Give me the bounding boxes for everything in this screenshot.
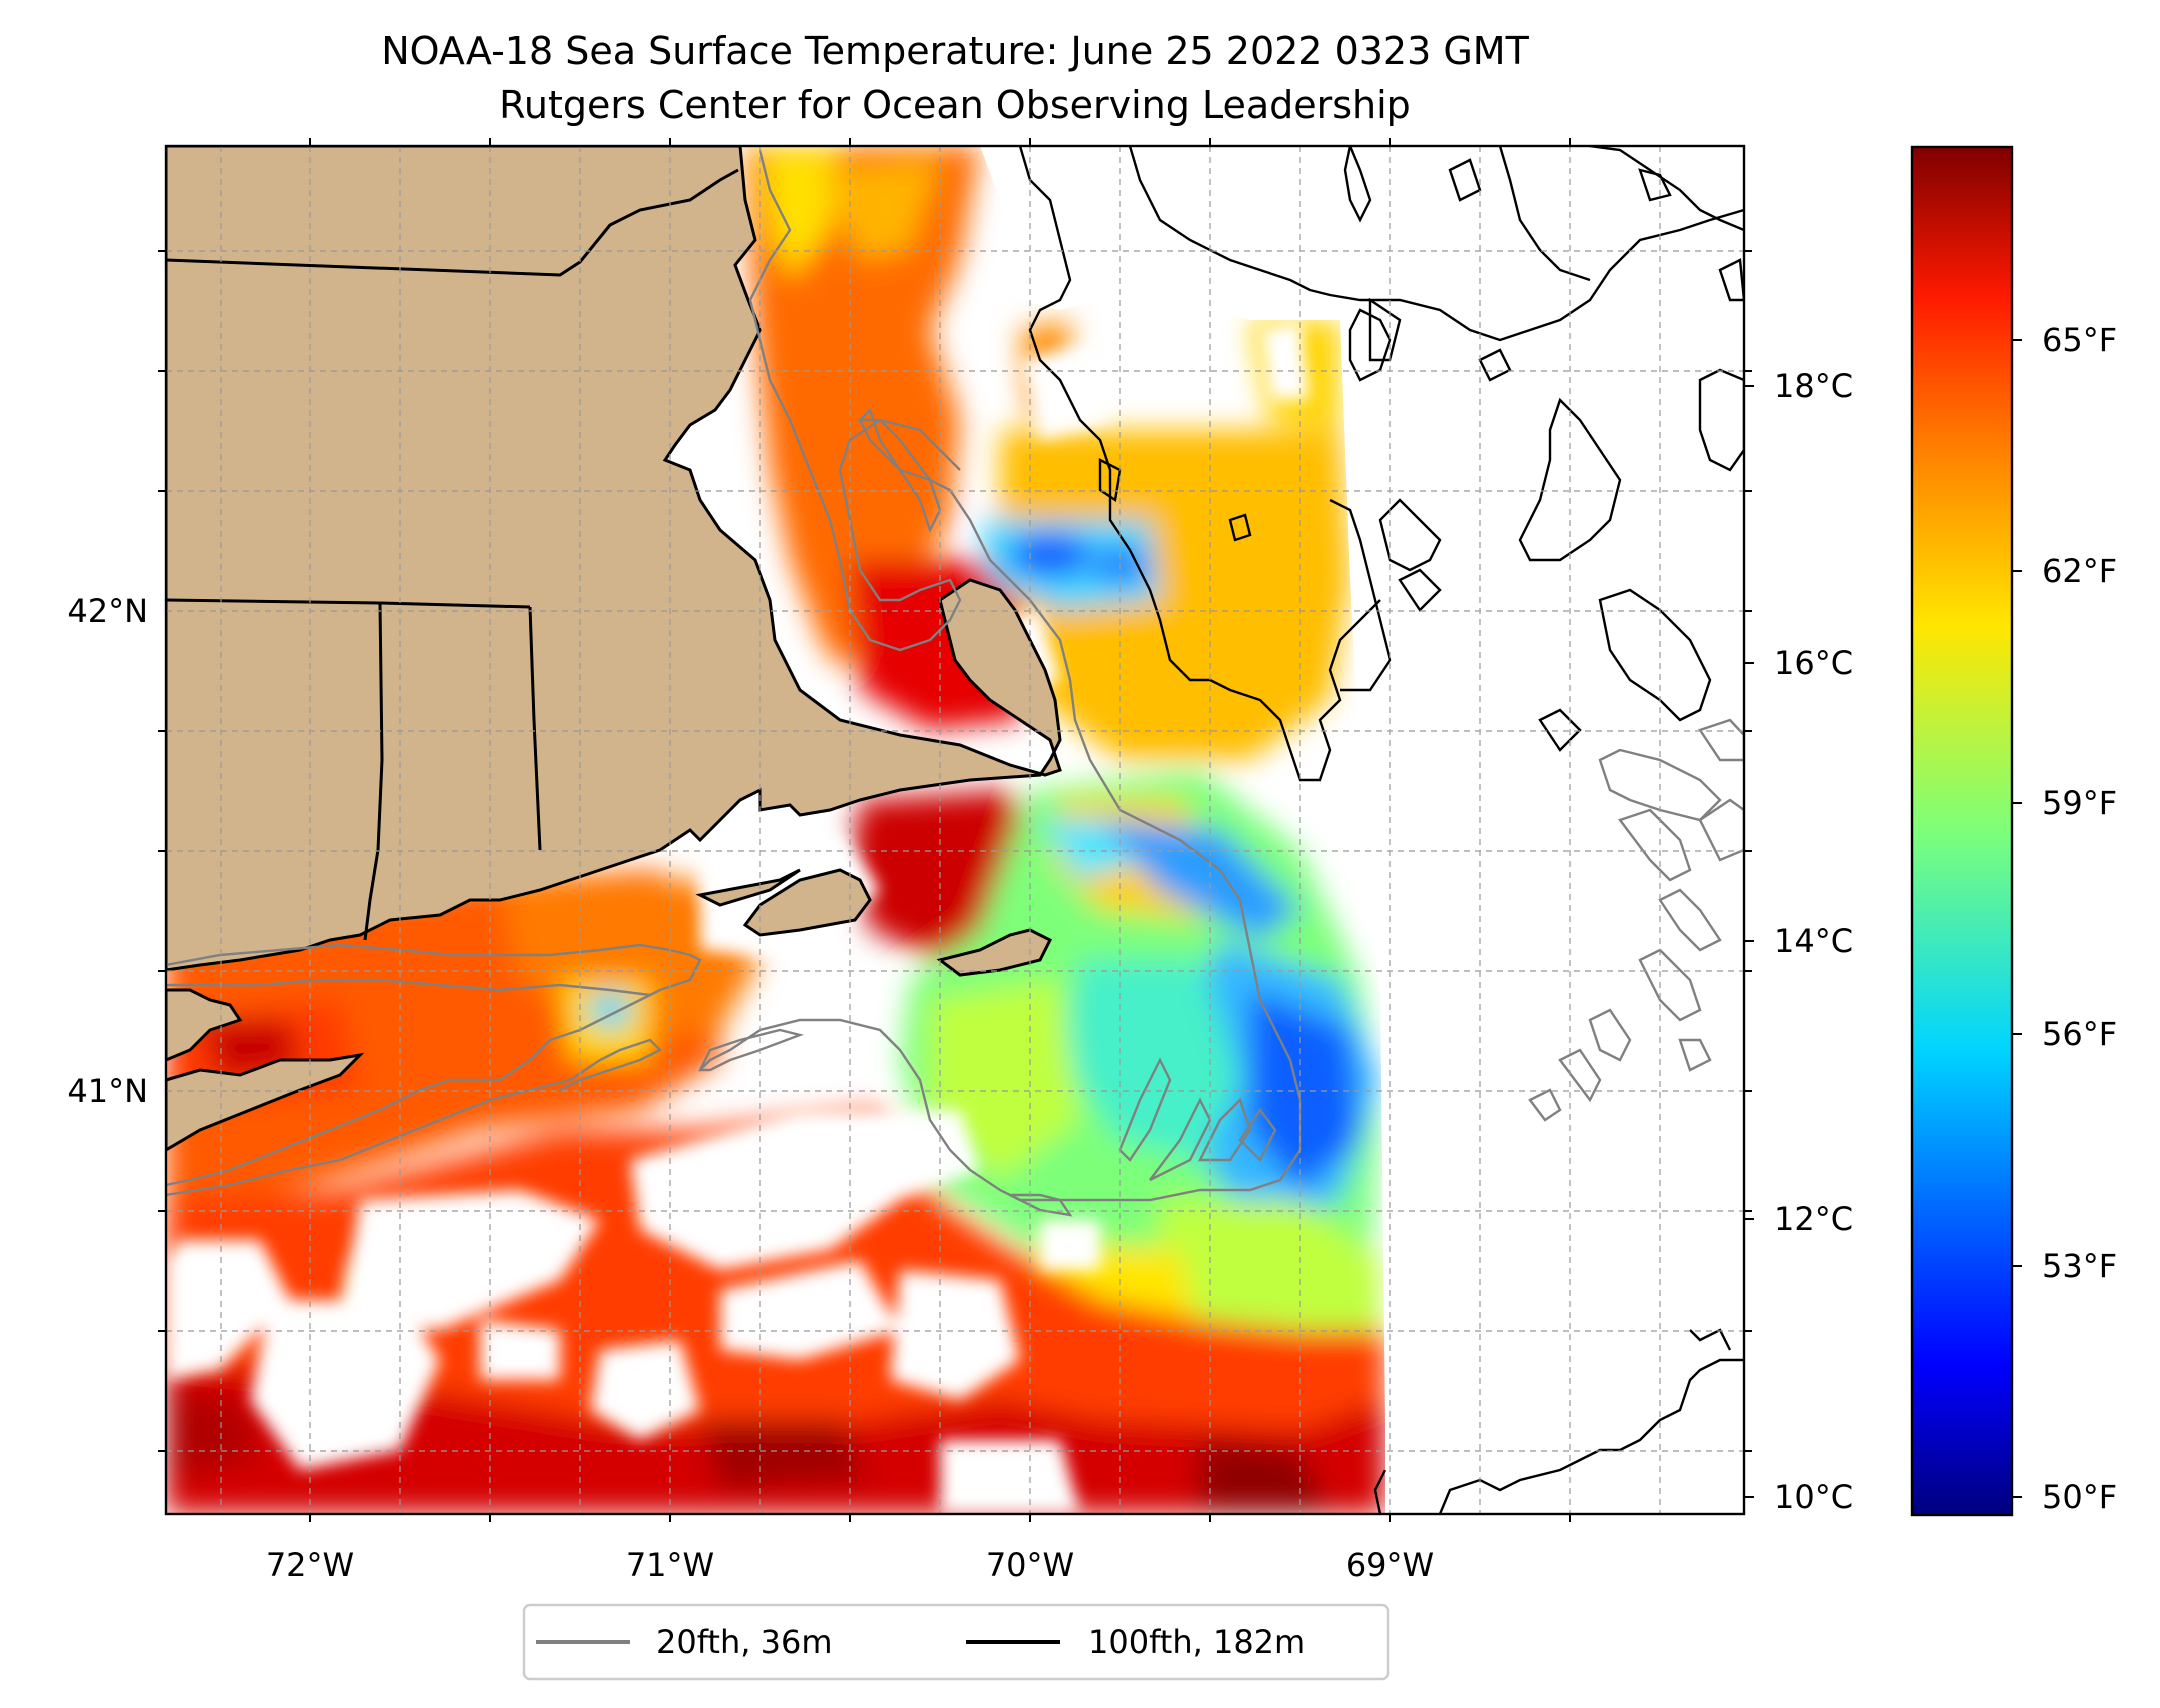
fahrenheit-tick-56: 56°F [2042,1015,2117,1053]
y-tick-42n: 42°N [67,592,148,630]
celsius-axis [1744,385,1754,1498]
fahrenheit-tick-53: 53°F [2042,1247,2117,1285]
x-tick-71w: 71°W [626,1546,714,1584]
celsius-tick-12: 12°C [1774,1200,1853,1238]
land [166,146,1062,1152]
fahrenheit-tick-65: 65°F [2042,321,2117,359]
map-frame [164,144,1746,1516]
fahrenheit-tick-62: 62°F [2042,552,2117,590]
legend-box [522,1603,1390,1681]
fahrenheit-tick-59: 59°F [2042,784,2117,822]
x-tick-69w: 69°W [1346,1546,1434,1584]
sst-map [166,146,1744,1514]
y-tick-41n: 41°N [67,1072,148,1110]
fahrenheit-tick-50: 50°F [2042,1478,2117,1516]
state-borders [166,168,739,941]
x-tick-72w: 72°W [266,1546,354,1584]
celsius-tick-14: 14°C [1774,922,1853,960]
colorbar [1910,145,2014,1517]
celsius-tick-16: 16°C [1774,644,1853,682]
celsius-tick-18: 18°C [1774,367,1853,405]
title-line-2: Rutgers Center for Ocean Observing Leade… [499,83,1411,127]
gridlines [166,146,1744,1514]
legend: 20fth, 36m 100fth, 182m [522,1603,1390,1681]
cloud-mask [166,320,1310,1514]
legend-label-20fth: 20fth, 36m [656,1623,832,1661]
x-tick-70w: 70°W [986,1546,1074,1584]
legend-label-100fth: 100fth, 182m [1088,1623,1305,1661]
celsius-tick-10: 10°C [1774,1478,1853,1516]
title-line-1: NOAA-18 Sea Surface Temperature: June 25… [381,29,1529,73]
colorbar-ticks [2012,339,2022,1498]
map-ticks [158,138,1752,1522]
